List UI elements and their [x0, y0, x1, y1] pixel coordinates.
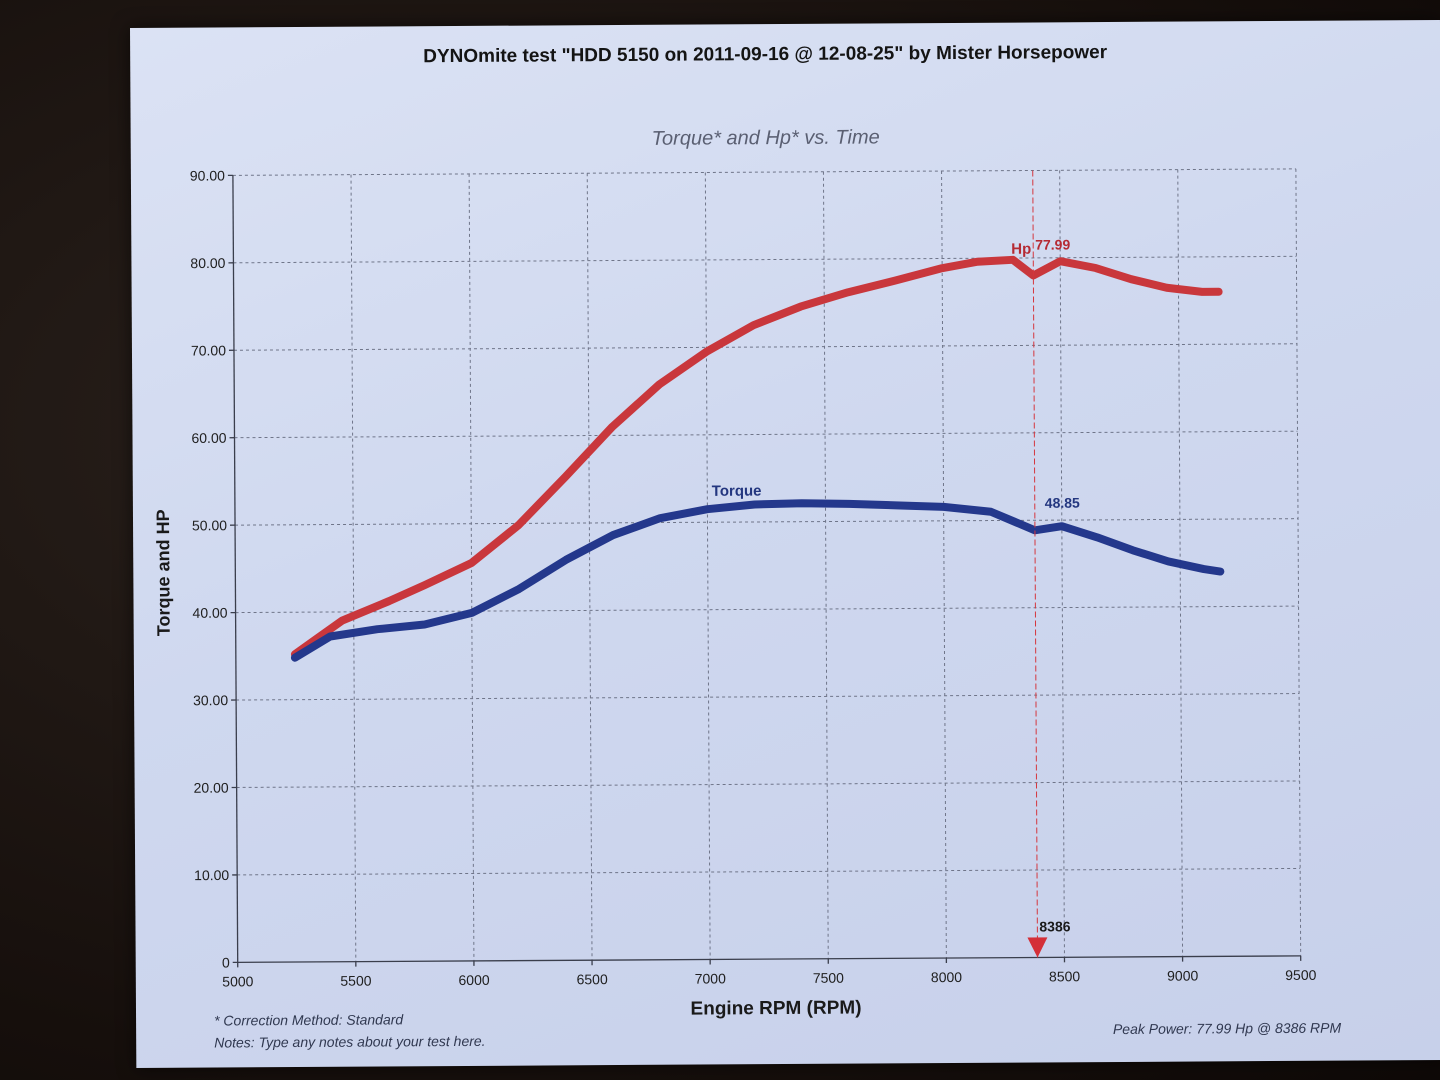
- y-tick-label: 10.00: [194, 867, 229, 883]
- x-tick-label: 9500: [1285, 967, 1316, 983]
- y-tick-label: 80.00: [190, 255, 225, 271]
- y-axis-title: Torque and HP: [153, 509, 174, 636]
- x-tick-label: 6500: [577, 971, 608, 987]
- grid-line-y: [233, 255, 1297, 264]
- y-tick-label: 30.00: [193, 692, 228, 708]
- grid-line-y: [234, 430, 1298, 439]
- grid-line-y: [232, 168, 1296, 176]
- rpm-cursor-line: [1032, 170, 1039, 958]
- grid-line-y: [237, 867, 1301, 876]
- peak-power-note: Peak Power: 77.99 Hp @ 8386 RPM: [1113, 1020, 1342, 1037]
- x-tick-label: 5000: [222, 973, 253, 989]
- y-tick-label: 0: [222, 954, 230, 970]
- series-layer: [290, 255, 1225, 662]
- x-tick-label: 7500: [813, 970, 844, 986]
- y-tick-label: 90.00: [190, 167, 225, 183]
- y-tick-labels: 0 10.00 20.00 30.00 40.00 50.00 60.00 70.00 80.0…: [190, 167, 238, 970]
- hp-series-label: Hp: [1011, 241, 1031, 258]
- y-axis-line: [232, 175, 239, 963]
- grid-line-x: [350, 174, 357, 962]
- y-tick-label: 40.00: [192, 605, 227, 621]
- axes: [232, 175, 1301, 964]
- grid-line-x: [586, 173, 593, 961]
- x-tick-label: 5500: [340, 973, 371, 989]
- grid-line-y: [236, 693, 1300, 701]
- y-tick-label: 70.00: [191, 342, 226, 358]
- dyno-chart: DYNOmite test "HDD 5150 on 2011-09-16 @ …: [153, 42, 1342, 1051]
- x-tick-label: 8500: [1049, 968, 1080, 984]
- x-tick-label: 9000: [1167, 967, 1198, 983]
- chart-title: Torque* and Hp* vs. Time: [652, 126, 880, 149]
- torque-series-label: Torque: [712, 483, 762, 500]
- x-tick-label: 7000: [695, 970, 726, 986]
- x-tick-label: 6000: [458, 972, 489, 988]
- grid-line-x: [941, 171, 947, 959]
- rpm-cursor-marker[interactable]: [1027, 937, 1048, 958]
- y-tick-label: 60.00: [191, 430, 226, 446]
- grid-line-y: [233, 343, 1297, 351]
- grid-line-x: [1295, 168, 1302, 956]
- torque-series-line: [290, 499, 1225, 662]
- grid-line-x: [704, 172, 711, 960]
- grid: [232, 168, 1302, 962]
- rpm-cursor-label: 8386: [1039, 918, 1070, 934]
- y-tick-label: 20.00: [194, 780, 229, 796]
- hp-cursor-value: 77.99: [1035, 236, 1070, 252]
- x-tick-label: 8000: [931, 969, 962, 985]
- y-tick-label: 50.00: [192, 517, 227, 533]
- x-tick-labels: 5000 5500 6000 6500 7000 7500 8000 8500 9000 9500: [222, 955, 1317, 989]
- grid-line-x: [468, 173, 475, 961]
- torque-cursor-value: 48.85: [1045, 495, 1080, 511]
- grid-line-y: [235, 518, 1299, 526]
- printed-dyno-sheet: DYNOmite test "HDD 5150 on 2011-09-16 @ …: [130, 19, 1440, 1068]
- grid-line-x: [822, 171, 829, 959]
- grid-line-y: [235, 605, 1299, 614]
- hp-series-line: [290, 255, 1223, 659]
- x-axis-title: Engine RPM (RPM): [690, 998, 861, 1020]
- x-axis-line: [237, 955, 1301, 964]
- page-title: DYNOmite test "HDD 5150 on 2011-09-16 @ …: [423, 42, 1108, 67]
- test-notes: Notes: Type any notes about your test he…: [214, 1033, 485, 1051]
- correction-method-note: * Correction Method: Standard: [214, 1011, 404, 1028]
- grid-line-x: [1177, 169, 1184, 957]
- grid-line-y: [236, 780, 1300, 788]
- grid-line-x: [1059, 170, 1065, 958]
